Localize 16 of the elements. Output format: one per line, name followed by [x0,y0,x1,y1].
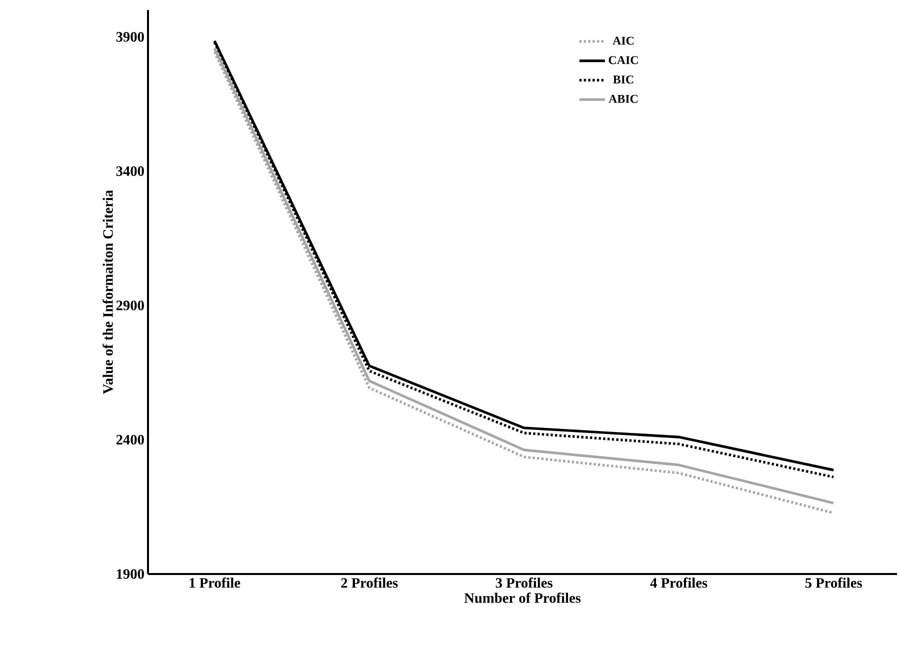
legend-label: AIC [612,36,634,45]
legend-label: ABIC [608,94,638,103]
x-tick-label: 3 Profiles [496,578,552,588]
x-tick-label: 5 Profiles [805,578,862,588]
x-tick-label: 2 Profiles [341,578,398,588]
legend-label: BIC [613,75,634,84]
x-axis-title: Number of Profiles [464,592,581,603]
y-tick-label: 1900 [116,569,144,579]
y-tick-label: 2400 [116,434,144,445]
x-tick-label: 1 Profile [190,578,240,588]
legend-label: CAIC [608,56,638,64]
y-tick-label: 3900 [116,32,144,42]
y-tick-label: 3400 [116,166,144,176]
x-tick-label: 4 Profiles [650,578,708,588]
y-axis-title: Value of the Informaiton Criteria [102,190,113,394]
y-tick-label: 2900 [116,300,144,310]
